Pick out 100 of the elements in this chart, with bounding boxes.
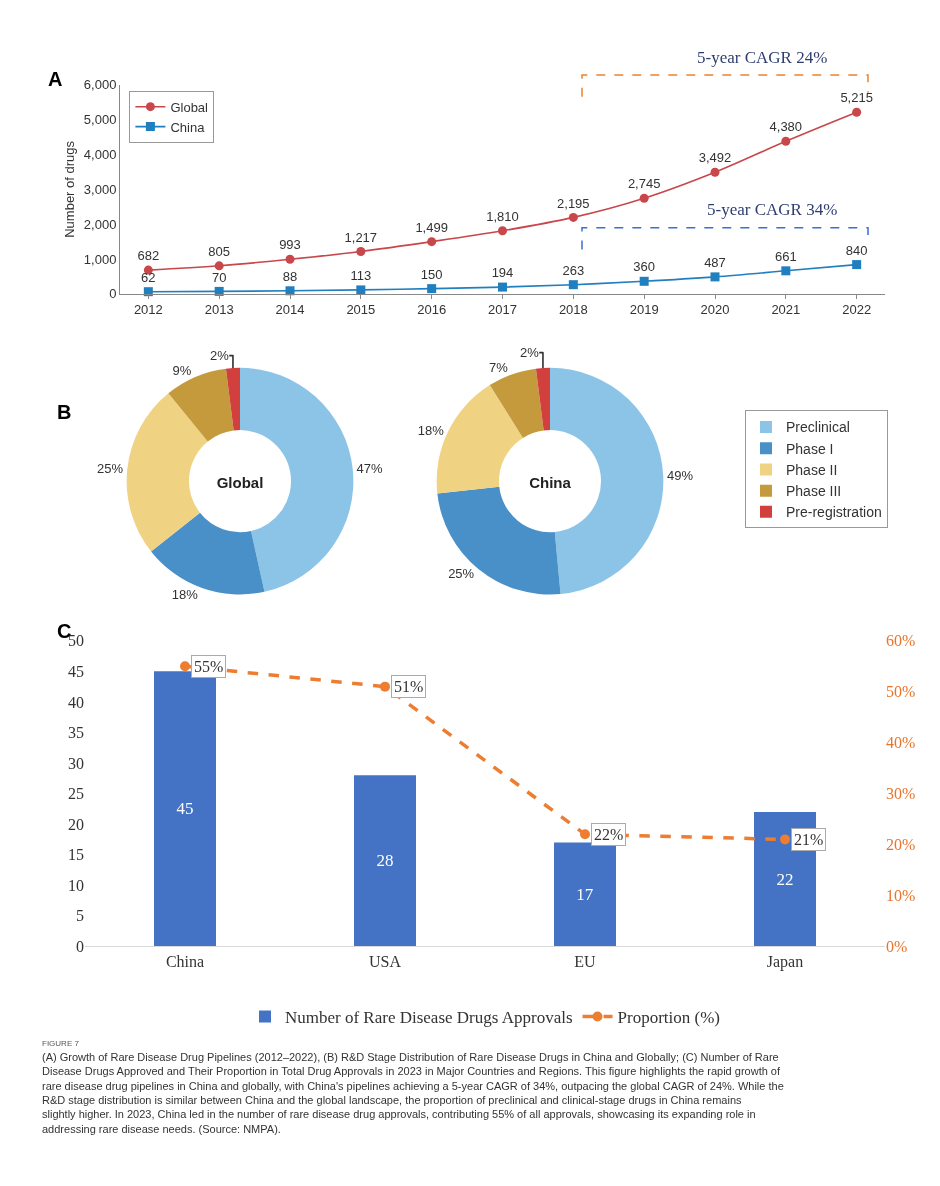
point: [498, 226, 507, 236]
data-label: 25%: [448, 565, 475, 581]
donut-slice: [535, 367, 550, 431]
y-tick-label: 3,000: [83, 181, 117, 197]
text: A: [48, 68, 63, 90]
data-label: 360: [633, 259, 656, 275]
data-label: 7%: [488, 360, 509, 376]
x-tick-label: 2012: [133, 302, 163, 318]
point: [780, 834, 790, 845]
y2-tick-label: 60%: [886, 632, 916, 650]
point: [781, 266, 791, 276]
legend-label: Preclinical: [786, 419, 850, 436]
point: [580, 829, 590, 840]
data-label: 2,745: [627, 176, 661, 192]
y-tick-label: 2,000: [83, 216, 117, 232]
data-label: 993: [279, 237, 301, 253]
data-label: 194: [491, 265, 514, 281]
y-tick-label: 45: [68, 662, 84, 680]
data-label: 22%: [594, 826, 624, 843]
x-tick-label: 2018: [558, 302, 588, 318]
data-label: 682: [137, 248, 160, 264]
y2-tick-label: 10%: [886, 887, 916, 905]
data-label: 3,492: [698, 150, 732, 166]
legend-label: China: [170, 119, 206, 135]
x-tick-label: Japan: [766, 952, 804, 971]
x-tick-label: EU: [574, 952, 597, 970]
y2-tick-label: 30%: [886, 785, 916, 803]
data-label: 25%: [97, 461, 124, 477]
data-label: 2%: [209, 348, 230, 364]
point: [356, 246, 366, 256]
legend-label: Proportion (%): [617, 1008, 720, 1028]
data-label: 88: [282, 268, 298, 284]
legend-label: Number of Rare Disease Drugs Approvals: [285, 1008, 573, 1028]
legend-label: Pre-registration: [786, 504, 882, 521]
y-tick-label: 10: [68, 876, 84, 894]
data-label: 4,380: [769, 119, 803, 135]
data-label: 1,217: [344, 229, 378, 245]
data-label: 51%: [394, 678, 424, 695]
point: [710, 167, 720, 177]
data-label: 487: [704, 255, 726, 271]
point: [710, 272, 720, 282]
data-label: 5,215: [840, 90, 873, 106]
bar: [554, 842, 616, 947]
y-tick-label: 0: [76, 937, 84, 955]
y-tick-label: 5: [76, 907, 84, 925]
donut-slice: [437, 486, 561, 595]
donut-slice: [126, 393, 208, 552]
y-axis-title: Number of drugs: [61, 140, 77, 238]
legend-label: Phase II: [786, 461, 838, 478]
y2-tick-label: 40%: [886, 734, 916, 752]
donut-slice: [168, 368, 234, 442]
data-label: 2%: [519, 345, 540, 361]
y-tick-label: 5,000: [83, 112, 117, 128]
point: [781, 136, 791, 146]
point: [852, 107, 862, 117]
data-label: 18%: [417, 422, 445, 438]
y2-tick-label: 0%: [886, 937, 908, 955]
y-tick-label: 0: [109, 286, 117, 302]
data-label: 21%: [794, 831, 824, 848]
point: [568, 280, 578, 290]
data-label: 17: [576, 884, 594, 904]
text: 5-year CAGR 24%: [697, 48, 828, 67]
data-label: 18%: [171, 587, 199, 603]
bar: [154, 671, 216, 947]
x-tick-label: 2013: [204, 302, 234, 318]
x-tick-label: 2016: [417, 302, 447, 318]
y-tick-label: 1,000: [83, 251, 117, 267]
y-tick-label: 4,000: [83, 147, 117, 163]
x-tick-label: 2021: [771, 302, 801, 318]
point: [427, 284, 437, 294]
caption: FIGURE 7: [42, 1039, 80, 1048]
point: [356, 285, 366, 295]
text: B: [57, 401, 72, 423]
y2-tick-label: 50%: [886, 683, 916, 701]
data-label: 70: [211, 269, 227, 285]
y-tick-label: 15: [68, 846, 84, 864]
data-label: 9%: [172, 363, 192, 379]
bar: [354, 775, 416, 947]
x-tick-label: 2014: [275, 302, 305, 318]
data-label: 150: [420, 266, 443, 282]
point: [180, 661, 190, 672]
y-tick-label: 25: [68, 785, 84, 803]
point: [498, 282, 507, 292]
data-label: 113: [350, 268, 372, 284]
y-tick-label: 35: [68, 724, 84, 742]
x-tick-label: China: [165, 952, 205, 970]
data-label: 28: [376, 851, 394, 871]
x-tick-label: 2019: [629, 302, 659, 318]
point: [568, 212, 578, 222]
data-label: 840: [845, 242, 868, 258]
data-label: 49%: [666, 468, 694, 484]
y-tick-label: 40: [68, 693, 84, 711]
y-tick-label: 20: [68, 815, 84, 833]
y2-tick-label: 20%: [886, 836, 916, 854]
data-label: 2,195: [557, 195, 590, 211]
data-label: 47%: [356, 461, 383, 477]
point: [427, 237, 437, 247]
point: [285, 254, 295, 264]
legend-label: Phase I: [786, 440, 834, 457]
point: [214, 261, 224, 271]
